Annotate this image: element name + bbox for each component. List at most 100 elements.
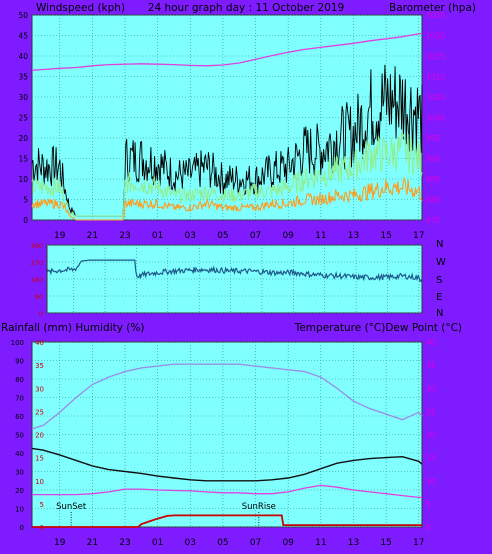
- x-tick-label: 15: [380, 231, 391, 241]
- sun-event-label: SunSet: [56, 502, 87, 512]
- temperature-y-tick-label: 0: [426, 523, 431, 532]
- rainfall-y-tick-label: 40: [35, 339, 44, 347]
- direction-y-tick-label: 0: [39, 310, 43, 318]
- rainfall-y-tick-label: 35: [35, 362, 44, 370]
- compass-label: N: [436, 239, 443, 250]
- wind-average-light-line: [31, 132, 423, 218]
- temperature-y-tick-label: 35: [426, 361, 436, 370]
- barometer-y-tick-label: 1025: [426, 11, 445, 20]
- humidity-y-tick-label: 30: [15, 469, 24, 477]
- x-tick-label: 15: [380, 538, 391, 548]
- direction-y-tick-label: 180: [31, 276, 43, 284]
- sun-event-label: SunRise: [242, 502, 276, 512]
- temperature-y-tick-label: 5: [426, 500, 431, 509]
- direction-gridlines: [47, 244, 422, 314]
- x-tick-label: 21: [87, 538, 98, 548]
- x-tick-label: 11: [315, 231, 326, 241]
- humidity-y-tick-label: 60: [15, 413, 24, 421]
- x-tick-label: 23: [119, 231, 130, 241]
- direction-y-tick-label: 90: [35, 293, 43, 301]
- rainfall-y-tick-label: 25: [35, 408, 44, 416]
- rain-humidity-axis-label: Rainfall (mm) Humidity (%): [1, 322, 144, 334]
- x-tick-label: 19: [54, 231, 66, 241]
- temperature-y-tick-label: 30: [426, 384, 436, 393]
- humidity-y-tick-label: 10: [15, 506, 24, 514]
- barometer-y-tick-label: 1015: [426, 52, 445, 61]
- temperature-y-tick-label: 20: [426, 431, 436, 440]
- wind-y-tick-label: 20: [18, 134, 28, 143]
- direction-y-tick-label: 360: [31, 242, 43, 250]
- rainfall-line: [32, 514, 422, 528]
- wind-y-tick-label: 10: [18, 175, 28, 184]
- humidity-y-tick-label: 50: [15, 432, 24, 440]
- temp-dewpoint-axis-label: Temperature (°C)Dew Point (°C): [294, 322, 462, 334]
- x-tick-label: 05: [217, 231, 228, 241]
- wind-y-tick-label: 50: [18, 11, 28, 20]
- humidity-y-tick-label: 20: [15, 487, 24, 495]
- x-tick-label: 01: [152, 231, 163, 241]
- wind-y-tick-label: 45: [18, 32, 28, 41]
- barometer-y-tick-label: 1010: [426, 73, 445, 82]
- wind-y-tick-label: 40: [18, 52, 28, 61]
- temperature-gridlines: [32, 341, 422, 528]
- temperature-y-tick-label: 10: [426, 477, 436, 486]
- barometer-y-tick-label: 985: [426, 175, 441, 184]
- barometer-y-tick-label: 1020: [426, 32, 445, 41]
- x-tick-label: 07: [250, 538, 261, 548]
- barometer-axis-label: Barometer (hpa): [389, 2, 476, 14]
- x-tick-label: 21: [87, 231, 98, 241]
- x-tick-label: 13: [348, 231, 359, 241]
- x-tick-label: 23: [119, 538, 130, 548]
- barometer-y-tick-label: 980: [426, 196, 441, 205]
- barometer-y-tick-label: 995: [426, 134, 441, 143]
- x-tick-label: 05: [217, 538, 228, 548]
- humidity-y-tick-label: 40: [15, 450, 24, 458]
- barometer-line: [31, 32, 423, 71]
- wind-y-tick-label: 30: [18, 93, 28, 102]
- x-tick-label: 07: [250, 231, 261, 241]
- barometer-y-tick-label: 990: [426, 155, 441, 164]
- humidity-y-tick-label: 90: [15, 358, 24, 366]
- x-tick-label: 11: [315, 538, 326, 548]
- wind-direction-line: [46, 259, 423, 283]
- dew-point-line: [32, 484, 422, 499]
- wind-axis-label: Windspeed (kph): [36, 2, 125, 14]
- axis-tick-labels: 19 21 23 01 03 05 07 09 11 13 15 170510152025303540…: [11, 11, 446, 548]
- x-tick-label: 01: [152, 538, 163, 548]
- humidity-y-tick-label: 0: [20, 524, 24, 532]
- temperature-y-tick-label: 40: [426, 338, 436, 347]
- x-tick-label: 13: [348, 538, 359, 548]
- humidity-line: [31, 363, 423, 430]
- x-tick-label: 09: [282, 538, 294, 548]
- direction-y-tick-label: 270: [31, 259, 43, 267]
- temperature-y-tick-label: 25: [426, 407, 436, 416]
- barometer-y-tick-label: 975: [426, 216, 441, 225]
- rainfall-y-tick-label: 15: [35, 455, 44, 463]
- x-tick-label: 19: [54, 538, 66, 548]
- wind-y-tick-label: 25: [18, 114, 28, 123]
- wind-y-tick-label: 0: [23, 216, 28, 225]
- barometer-y-tick-label: 1005: [426, 93, 445, 102]
- graph-title: 24 hour graph day : 11 October 2019: [148, 2, 344, 14]
- x-tick-label: 09: [282, 231, 294, 241]
- x-tick-label: 03: [185, 231, 196, 241]
- compass-label: S: [436, 275, 442, 286]
- rainfall-y-tick-label: 5: [40, 501, 44, 509]
- rainfall-y-tick-label: 10: [35, 478, 44, 486]
- x-tick-label: 17: [413, 538, 424, 548]
- rainfall-y-tick-label: 30: [35, 385, 44, 393]
- compass-label: W: [436, 257, 446, 268]
- humidity-y-tick-label: 100: [11, 339, 24, 347]
- chart-series: [31, 32, 423, 528]
- wind-y-tick-label: 35: [18, 73, 28, 82]
- temperature-line: [31, 447, 423, 482]
- wind-average-line: [31, 176, 423, 221]
- barometer-y-tick-label: 1000: [426, 114, 445, 123]
- wind-y-tick-label: 15: [18, 155, 28, 164]
- temperature-y-tick-label: 15: [426, 454, 436, 463]
- humidity-y-tick-label: 80: [15, 376, 24, 384]
- compass-label: E: [436, 292, 442, 303]
- humidity-y-tick-label: 70: [15, 395, 24, 403]
